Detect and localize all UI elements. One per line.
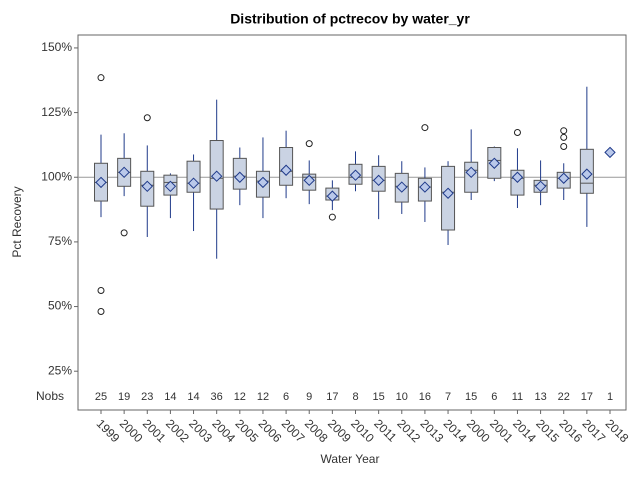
y-tick-label: 25%	[48, 363, 72, 377]
outlier	[560, 133, 568, 141]
y-axis-label: Pct Recovery	[10, 186, 24, 257]
mean-marker	[234, 171, 246, 183]
plot-frame	[77, 34, 627, 411]
outlier	[120, 229, 128, 237]
count-value: 12	[257, 391, 269, 403]
mean-marker	[534, 180, 547, 193]
y-tick-label: 150%	[41, 40, 72, 54]
y-tick-label: 100%	[41, 169, 72, 183]
count-value: 6	[283, 391, 289, 403]
mean-marker	[280, 164, 292, 176]
count-value: 8	[352, 391, 358, 403]
mean-marker	[326, 190, 339, 202]
mean-marker	[396, 181, 408, 193]
mean-marker	[95, 176, 107, 189]
outlier	[143, 114, 151, 122]
mean-marker	[349, 169, 362, 181]
outlier	[305, 140, 313, 148]
count-value: 11	[512, 391, 523, 403]
mean-marker	[419, 181, 431, 193]
count-value: 13	[534, 391, 546, 403]
y-tick-label: 50%	[48, 299, 72, 313]
mean-marker	[210, 170, 223, 182]
mean-marker	[303, 174, 315, 187]
mean-marker	[164, 180, 177, 193]
count-value: 17	[326, 391, 338, 403]
mean-marker	[187, 177, 200, 189]
mean-marker	[488, 157, 501, 169]
count-label: Nobs	[36, 389, 64, 403]
count-value: 15	[465, 391, 477, 403]
outlier	[560, 127, 568, 135]
outlier	[97, 287, 105, 295]
mean-marker	[465, 166, 477, 179]
outlier	[328, 213, 336, 221]
mean-marker	[141, 180, 153, 193]
count-value: 22	[558, 391, 570, 403]
y-tick-label: 75%	[48, 234, 72, 248]
count-value: 10	[396, 391, 408, 403]
y-tick-label: 125%	[41, 105, 72, 119]
mean-marker	[558, 172, 570, 184]
count-value: 25	[95, 391, 107, 403]
mean-marker	[257, 176, 269, 189]
mean-marker	[442, 187, 454, 199]
outlier	[560, 142, 568, 150]
outlier	[513, 129, 521, 136]
count-value: 12	[234, 391, 246, 403]
count-value: 14	[187, 391, 199, 403]
count-value: 17	[581, 391, 593, 403]
chart-title: Distribution of pctrecov by water_yr	[230, 11, 470, 27]
count-value: 7	[445, 391, 451, 403]
outlier	[97, 307, 105, 315]
count-value: 6	[491, 391, 497, 403]
mean-marker	[604, 146, 616, 159]
outlier	[97, 74, 105, 82]
count-value: 14	[164, 391, 176, 403]
outlier	[421, 124, 429, 132]
count-value: 19	[118, 391, 130, 403]
count-value: 36	[211, 391, 223, 403]
count-value: 1	[607, 391, 613, 403]
mean-marker	[372, 174, 385, 187]
count-value: 9	[306, 391, 312, 403]
mean-marker	[118, 166, 130, 179]
count-value: 16	[419, 391, 431, 403]
count-value: 15	[373, 391, 385, 403]
x-axis-label: Water Year	[321, 452, 380, 466]
mean-marker	[581, 168, 593, 180]
mean-marker	[511, 171, 524, 183]
count-value: 23	[141, 391, 153, 403]
